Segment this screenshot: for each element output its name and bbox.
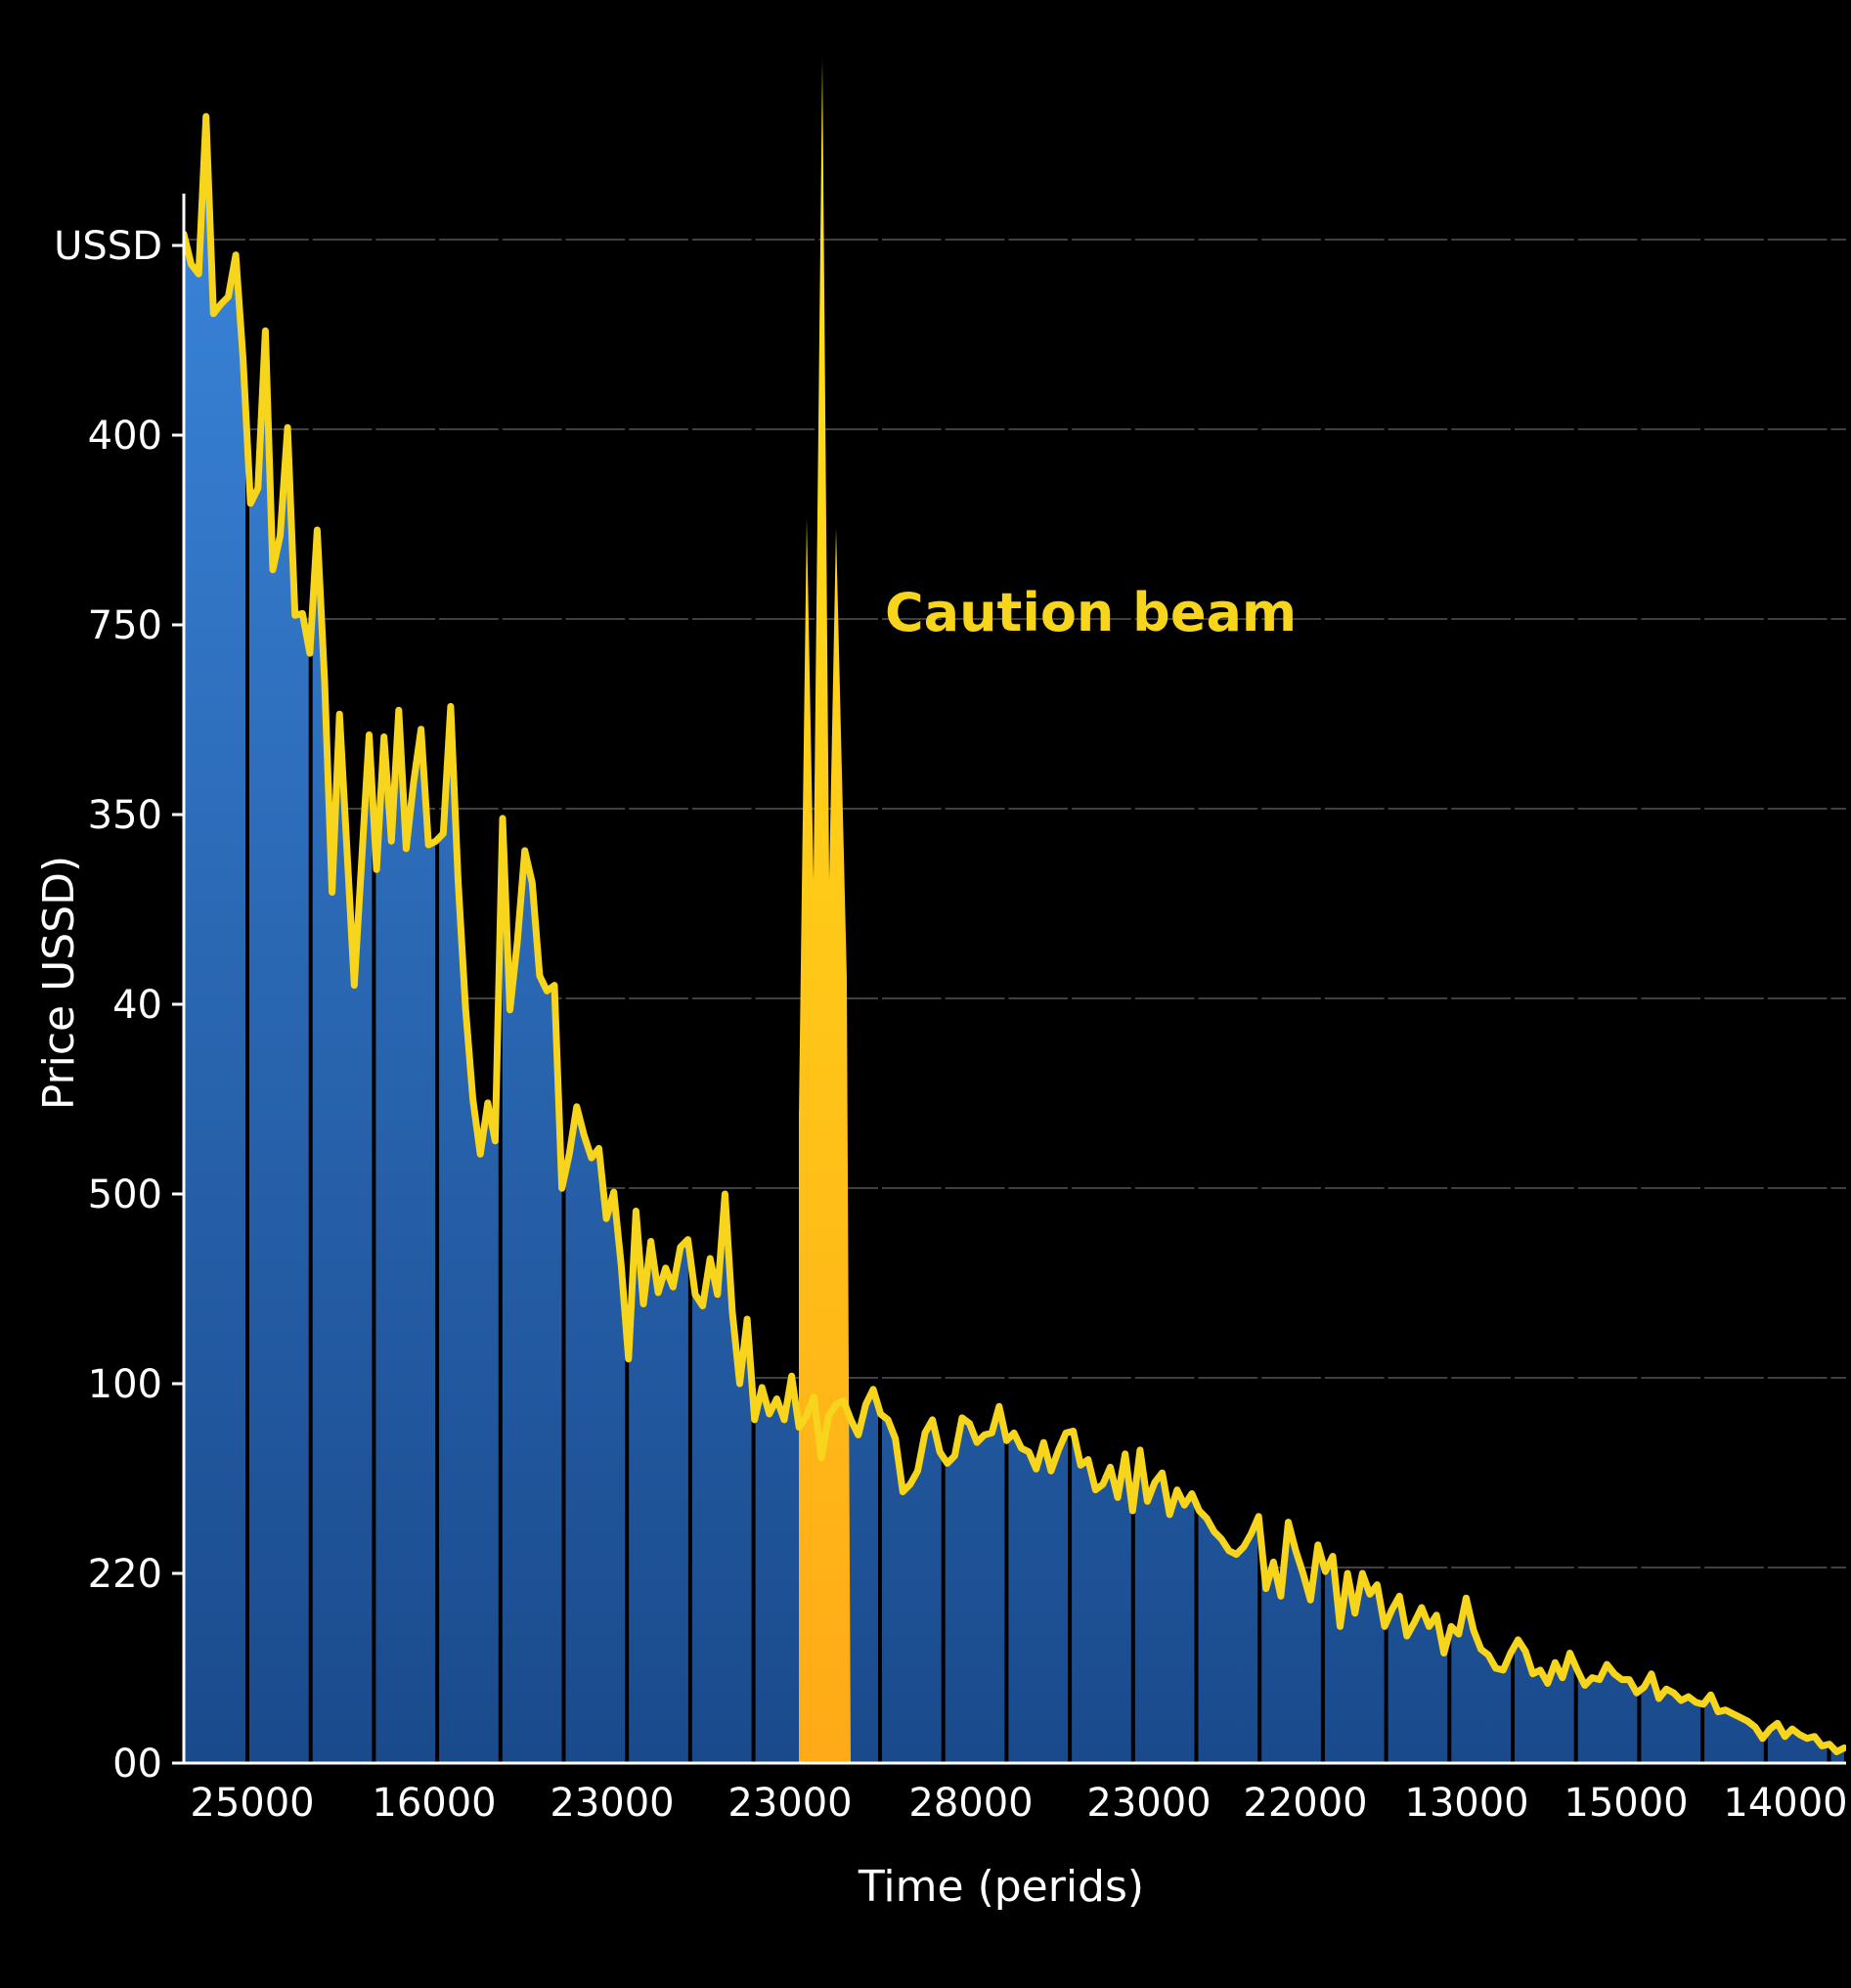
- x-axis-title: Time (perids): [858, 1862, 1144, 1912]
- x-tick-label: 13000: [1404, 1781, 1528, 1826]
- y-tick-label: 350: [88, 793, 162, 838]
- x-tick-label: 23000: [550, 1781, 674, 1826]
- x-tick-label: 28000: [908, 1781, 1033, 1826]
- caution-beam-annotation: Caution beam: [885, 582, 1297, 643]
- x-tick-labels: 25000 16000 23000 23000 28000 23000 22000 13000…: [190, 1781, 1847, 1826]
- y-tick-label: 750: [88, 603, 162, 648]
- plot-area: [184, 59, 1846, 1764]
- y-axis-title: Price USSD): [34, 856, 84, 1110]
- y-tick-label: 40: [112, 983, 162, 1028]
- x-tick-label: 14000: [1723, 1781, 1847, 1826]
- y-tick-label: 00: [112, 1742, 162, 1787]
- price-line: [184, 112, 1846, 1755]
- y-tick-labels: 00 220 100 500 40 350 750 400 USSD: [54, 224, 184, 1787]
- y-tick-label: 500: [88, 1172, 162, 1217]
- column-dividers: [245, 117, 1831, 1763]
- x-tick-label: 22000: [1243, 1781, 1367, 1826]
- x-tick-label: 23000: [1086, 1781, 1211, 1826]
- y-tick-label: 100: [88, 1362, 162, 1407]
- price-area: [184, 116, 1844, 1764]
- axes: [182, 194, 1846, 1765]
- x-tick-label: 23000: [727, 1781, 852, 1826]
- y-tick-label: 400: [88, 414, 162, 459]
- x-tick-label: 25000: [190, 1781, 314, 1826]
- x-tick-label: 15000: [1564, 1781, 1688, 1826]
- y-tick-label: 220: [88, 1552, 162, 1597]
- caution-beam: [799, 59, 851, 1763]
- y-tick-label: USSD: [54, 224, 162, 269]
- x-tick-label: 16000: [372, 1781, 496, 1826]
